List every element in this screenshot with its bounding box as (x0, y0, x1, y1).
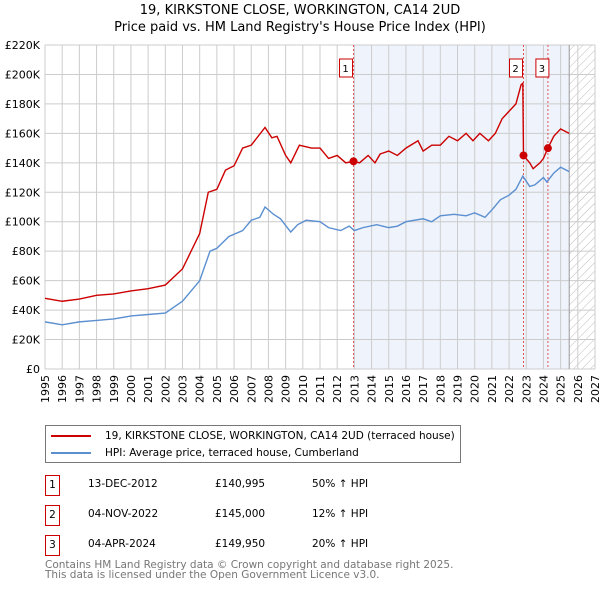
x-tick-label: 2001 (142, 375, 155, 403)
y-tick-label: £220K (5, 39, 41, 52)
sale-hpi-change: 12% ↑ HPI (312, 508, 369, 520)
footer-line: This data is licensed under the Open Gov… (45, 569, 380, 581)
y-tick-label: £200K (5, 68, 41, 81)
x-tick-label: 2007 (245, 375, 258, 403)
x-tick-label: 1999 (108, 375, 121, 403)
future-hatch (569, 45, 595, 369)
x-tick-label: 2025 (555, 375, 568, 403)
y-tick-label: £20K (12, 334, 41, 347)
sale-marker (349, 157, 358, 166)
x-tick-label: 2010 (297, 375, 310, 403)
x-tick-label: 2006 (228, 375, 241, 403)
x-tick-label: 1996 (56, 375, 69, 403)
x-tick-label: 2005 (211, 375, 224, 403)
sale-label: 3 (539, 64, 545, 75)
x-tick-label: 2027 (589, 375, 600, 403)
y-tick-label: £0 (26, 363, 40, 376)
sale-number-badge: 1 (45, 475, 60, 496)
y-tick-label: £100K (5, 216, 41, 229)
series-line (44, 81, 570, 302)
x-tick-label: 2026 (572, 375, 585, 403)
legend-label: 19, KIRKSTONE CLOSE, WORKINGTON, CA14 2U… (105, 430, 455, 442)
x-tick-label: 2004 (194, 375, 207, 403)
y-tick-label: £80K (12, 245, 41, 258)
y-tick-label: £180K (5, 98, 41, 111)
x-tick-label: 2015 (383, 375, 396, 403)
legend-item-hpi: HPI: Average price, terraced house, Cumb… (46, 445, 359, 461)
sale-price: £145,000 (215, 508, 266, 520)
x-tick-label: 2012 (331, 375, 344, 403)
x-tick-label: 2013 (348, 375, 361, 403)
x-tick-label: 2020 (469, 375, 482, 403)
legend: 19, KIRKSTONE CLOSE, WORKINGTON, CA14 2U… (45, 425, 461, 463)
series-line (44, 166, 570, 326)
sale-hpi-change: 50% ↑ HPI (312, 478, 369, 490)
sale-label-box (535, 58, 550, 78)
legend-swatch-blue (51, 452, 91, 454)
shaded-period (353, 45, 570, 369)
x-tick-label: 2016 (400, 375, 413, 403)
sale-label-box (509, 58, 523, 78)
x-tick-label: 2000 (125, 375, 138, 403)
chart-subtitle: Price paid vs. HM Land Registry's House … (114, 20, 486, 35)
sale-number-badge: 2 (45, 505, 60, 526)
y-tick-label: £40K (12, 304, 41, 317)
legend-label: HPI: Average price, terraced house, Cumb… (105, 447, 359, 459)
sale-date: 13-DEC-2012 (88, 478, 158, 490)
chart-title: 19, KIRKSTONE CLOSE, WORKINGTON, CA14 2U… (139, 3, 461, 18)
y-tick-label: £140K (5, 157, 41, 170)
sale-label-box (339, 58, 354, 78)
y-tick-label: £120K (5, 186, 41, 199)
sale-label: 2 (512, 64, 518, 75)
footer: Contains HM Land Registry data © Crown c… (45, 559, 454, 581)
legend-item-property: 19, KIRKSTONE CLOSE, WORKINGTON, CA14 2U… (46, 428, 455, 444)
x-tick-label: 2022 (503, 375, 516, 403)
x-tick-label: 2002 (159, 375, 172, 403)
sale-date: 04-NOV-2022 (88, 508, 159, 520)
x-tick-label: 1995 (39, 375, 52, 403)
x-tick-label: 2021 (486, 375, 499, 403)
x-tick-label: 2008 (262, 375, 275, 403)
x-tick-label: 2018 (434, 375, 447, 403)
sale-hpi-change: 20% ↑ HPI (312, 538, 369, 550)
y-tick-label: £160K (5, 127, 41, 140)
x-tick-label: 2024 (537, 375, 550, 403)
sale-price: £149,950 (215, 538, 266, 550)
sale-marker (543, 144, 552, 153)
x-tick-label: 2014 (366, 375, 379, 403)
x-tick-label: 2009 (280, 375, 293, 403)
footer-line: Contains HM Land Registry data © Crown c… (45, 559, 454, 571)
x-tick-label: 2003 (177, 375, 190, 403)
y-tick-label: £60K (12, 275, 41, 288)
sale-number-badge: 3 (45, 535, 60, 556)
x-tick-label: 2011 (314, 375, 327, 403)
x-tick-label: 2019 (452, 375, 465, 403)
x-tick-label: 2017 (417, 375, 430, 403)
legend-swatch-red (51, 435, 91, 437)
x-tick-label: 1997 (73, 375, 86, 403)
x-tick-label: 1998 (91, 375, 104, 403)
sale-date: 04-APR-2024 (88, 538, 156, 550)
x-tick-label: 2023 (520, 375, 533, 403)
sale-marker (519, 151, 528, 160)
sale-label: 1 (342, 64, 348, 75)
sale-price: £140,995 (215, 478, 266, 490)
plot-area: 1995 1996 1997 1998 1999 2000 2001 2002 2003 2004… (5, 39, 600, 403)
